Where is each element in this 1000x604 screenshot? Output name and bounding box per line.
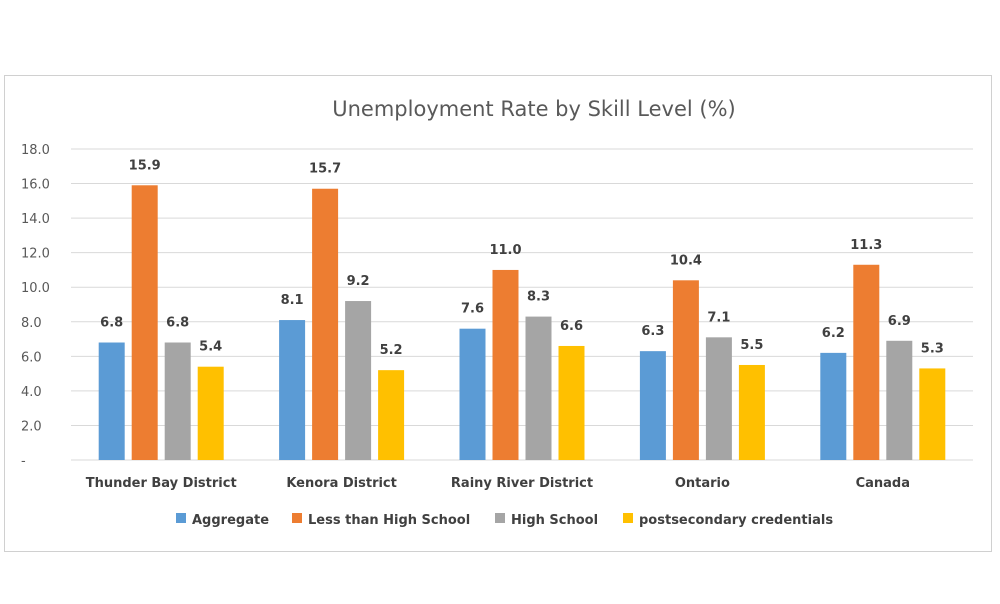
data-label: 5.5 xyxy=(740,338,763,353)
bar-postsecondary-credentials xyxy=(558,345,585,460)
data-label: 15.7 xyxy=(309,162,341,177)
y-tick-label: 4.0 xyxy=(21,385,42,400)
bar-less-than-high-school xyxy=(312,188,339,460)
bar-aggregate xyxy=(98,342,125,460)
y-tick-label: 8.0 xyxy=(21,316,42,331)
bar-less-than-high-school xyxy=(853,264,880,460)
chart-title: Unemployment Rate by Skill Level (%) xyxy=(332,97,735,121)
bar-high-school xyxy=(525,316,552,460)
y-tick-label: - xyxy=(21,454,26,469)
bar-postsecondary-credentials xyxy=(378,370,405,460)
legend: Aggregate Less than High School High Schoo… xyxy=(176,513,833,528)
bar-high-school xyxy=(886,340,913,460)
data-label: 15.9 xyxy=(129,158,161,173)
data-label: 11.3 xyxy=(850,238,882,253)
bars xyxy=(98,185,946,460)
legend-label: Aggregate xyxy=(192,513,269,528)
data-label: 8.1 xyxy=(281,293,304,308)
bar-high-school xyxy=(345,301,372,460)
legend-item: postsecondary credentials xyxy=(623,513,833,528)
data-label: 7.1 xyxy=(707,310,730,325)
data-label: 6.3 xyxy=(641,324,664,339)
y-tick-label: 6.0 xyxy=(21,350,42,365)
y-tick-label: 18.0 xyxy=(21,143,50,158)
x-tick-label: Kenora District xyxy=(286,476,397,491)
bar-less-than-high-school xyxy=(131,185,158,460)
legend-label: High School xyxy=(511,513,598,528)
x-tick-label: Thunder Bay District xyxy=(86,476,237,491)
bar-aggregate xyxy=(820,352,847,460)
chart-frame: Unemployment Rate by Skill Level (%) - 2.… xyxy=(4,75,992,552)
y-tick-label: 2.0 xyxy=(21,419,42,434)
data-label: 6.8 xyxy=(166,316,189,331)
legend-label: postsecondary credentials xyxy=(639,513,833,528)
data-label: 6.9 xyxy=(888,314,911,329)
x-axis-ticks: Thunder Bay District Kenora District Rainy… xyxy=(86,476,910,491)
y-tick-label: 14.0 xyxy=(21,212,50,227)
legend-label: Less than High School xyxy=(308,513,470,528)
data-label: 10.4 xyxy=(670,253,702,268)
bar-high-school xyxy=(164,342,191,460)
x-tick-label: Canada xyxy=(856,476,910,491)
legend-swatch xyxy=(292,513,302,523)
data-label: 6.8 xyxy=(100,316,123,331)
y-tick-label: 10.0 xyxy=(21,281,50,296)
legend-item: Aggregate xyxy=(176,513,269,528)
x-tick-label: Ontario xyxy=(675,476,730,491)
legend-swatch xyxy=(176,513,186,523)
bar-aggregate xyxy=(639,351,666,460)
data-labels: 6.8 15.9 6.8 5.4 8.1 15.7 9.2 5.2 7.6 11.0 8.3 6.6 6… xyxy=(100,158,944,358)
bar-aggregate xyxy=(459,328,486,460)
legend-item: High School xyxy=(495,513,598,528)
bar-aggregate xyxy=(279,320,306,460)
bar-high-school xyxy=(705,337,732,460)
data-label: 5.3 xyxy=(921,341,944,356)
data-label: 8.3 xyxy=(527,290,550,305)
data-label: 9.2 xyxy=(347,274,370,289)
bar-postsecondary-credentials xyxy=(197,366,224,460)
data-label: 6.6 xyxy=(560,319,583,334)
bar-less-than-high-school xyxy=(672,280,699,460)
legend-swatch xyxy=(495,513,505,523)
y-tick-label: 16.0 xyxy=(21,178,50,193)
bar-postsecondary-credentials xyxy=(738,364,765,460)
data-label: 5.2 xyxy=(380,343,403,358)
y-tick-label: 12.0 xyxy=(21,247,50,262)
legend-swatch xyxy=(623,513,633,523)
legend-item: Less than High School xyxy=(292,513,470,528)
data-label: 5.4 xyxy=(199,340,222,355)
bar-postsecondary-credentials xyxy=(919,368,946,460)
bar-less-than-high-school xyxy=(492,269,519,460)
data-label: 6.2 xyxy=(822,326,845,341)
data-label: 7.6 xyxy=(461,302,484,317)
data-label: 11.0 xyxy=(489,243,521,258)
x-tick-label: Rainy River District xyxy=(451,476,593,491)
y-axis-ticks: - 2.0 4.0 6.0 8.0 10.0 12.0 14.0 16.0 18.0 xyxy=(21,143,50,469)
bar-chart: Unemployment Rate by Skill Level (%) - 2.… xyxy=(21,97,973,528)
